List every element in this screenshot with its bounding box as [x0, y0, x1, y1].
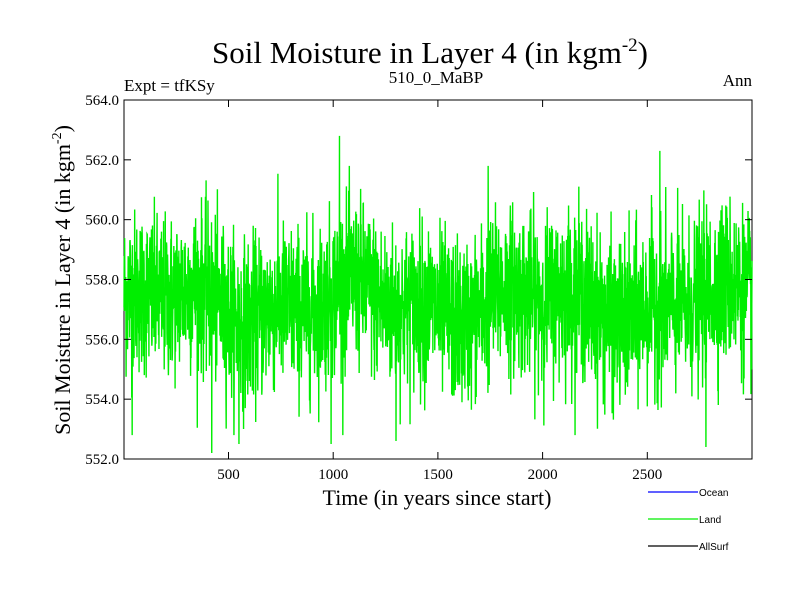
- chart-title: Soil Moisture in Layer 4 (in kgm-2): [212, 35, 648, 70]
- axis-ticks: 500 1000 1500 2000 2500 552.0 554.0 556.0 558.0 5…: [85, 93, 752, 483]
- land-series-line: [123, 135, 753, 454]
- season-label: Ann: [723, 71, 753, 90]
- x-tick-label: 1500: [423, 467, 453, 483]
- x-tick-label: 500: [217, 467, 240, 483]
- y-axis-label: Soil Moisture in Layer 4 (in kgm-2): [50, 125, 75, 435]
- y-tick-label: 560.0: [85, 213, 119, 229]
- y-tick-label: 556.0: [85, 332, 119, 348]
- legend: Ocean Land AllSurf: [648, 488, 729, 553]
- legend-land-label: Land: [699, 515, 721, 526]
- x-tick-label: 1000: [318, 467, 348, 483]
- experiment-label: Expt = tfKSy: [124, 76, 215, 95]
- x-tick-label: 2000: [528, 467, 558, 483]
- y-tick-label: 552.0: [85, 452, 119, 468]
- series-land: [123, 135, 753, 454]
- legend-ocean-label: Ocean: [699, 488, 728, 499]
- legend-allsurf-label: AllSurf: [699, 542, 729, 553]
- y-tick-label: 554.0: [85, 392, 119, 408]
- x-axis-label: Time (in years since start): [323, 485, 552, 510]
- y-tick-label: 564.0: [85, 93, 119, 109]
- x-tick-label: 2500: [632, 467, 662, 483]
- y-tick-label: 562.0: [85, 153, 119, 169]
- period-label: 510_0_MaBP: [389, 68, 483, 87]
- y-tick-label: 558.0: [85, 273, 119, 289]
